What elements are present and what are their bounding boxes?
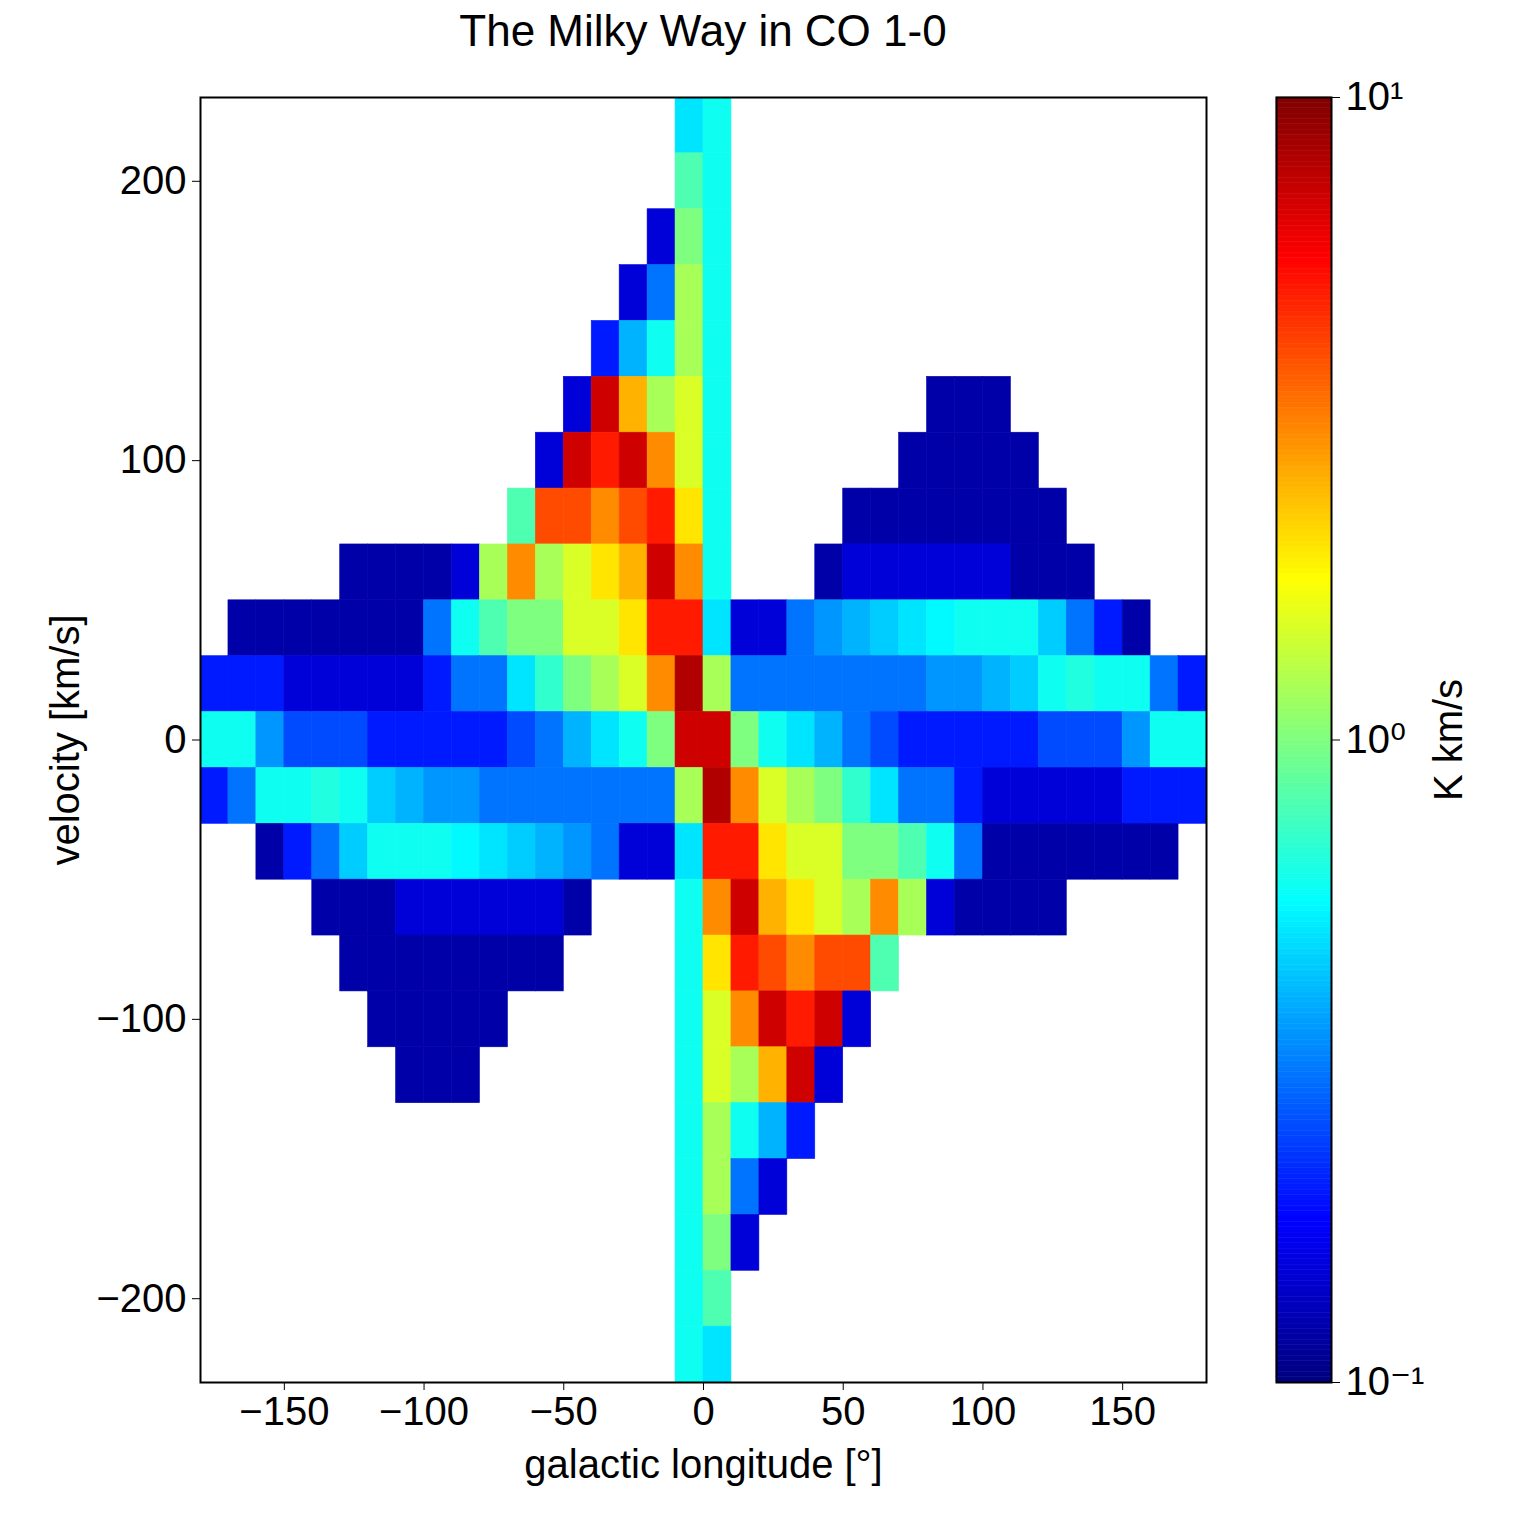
svg-text:0: 0: [164, 717, 186, 761]
svg-text:100: 100: [120, 437, 187, 481]
svg-text:K km/s: K km/s: [1426, 679, 1470, 801]
svg-text:−150: −150: [239, 1389, 329, 1433]
svg-text:−200: −200: [96, 1275, 186, 1319]
svg-text:10¹: 10¹: [1346, 74, 1404, 118]
svg-text:10⁰: 10⁰: [1346, 717, 1407, 761]
svg-text:100: 100: [950, 1389, 1017, 1433]
svg-text:200: 200: [120, 158, 187, 202]
html-text:The Milky Way in CO 1-0: The Milky Way in CO 1-0: [459, 6, 947, 55]
svg-text:velocity [km/s]: velocity [km/s]: [43, 614, 87, 865]
svg-text:galactic longitude [°]: galactic longitude [°]: [524, 1442, 882, 1486]
svg-text:150: 150: [1089, 1389, 1156, 1433]
svg-text:−50: −50: [530, 1389, 598, 1433]
svg-text:50: 50: [821, 1389, 866, 1433]
svg-text:−100: −100: [96, 996, 186, 1040]
svg-text:0: 0: [692, 1389, 714, 1433]
svg-text:−100: −100: [379, 1389, 469, 1433]
svg-text:10⁻¹: 10⁻¹: [1346, 1359, 1425, 1403]
